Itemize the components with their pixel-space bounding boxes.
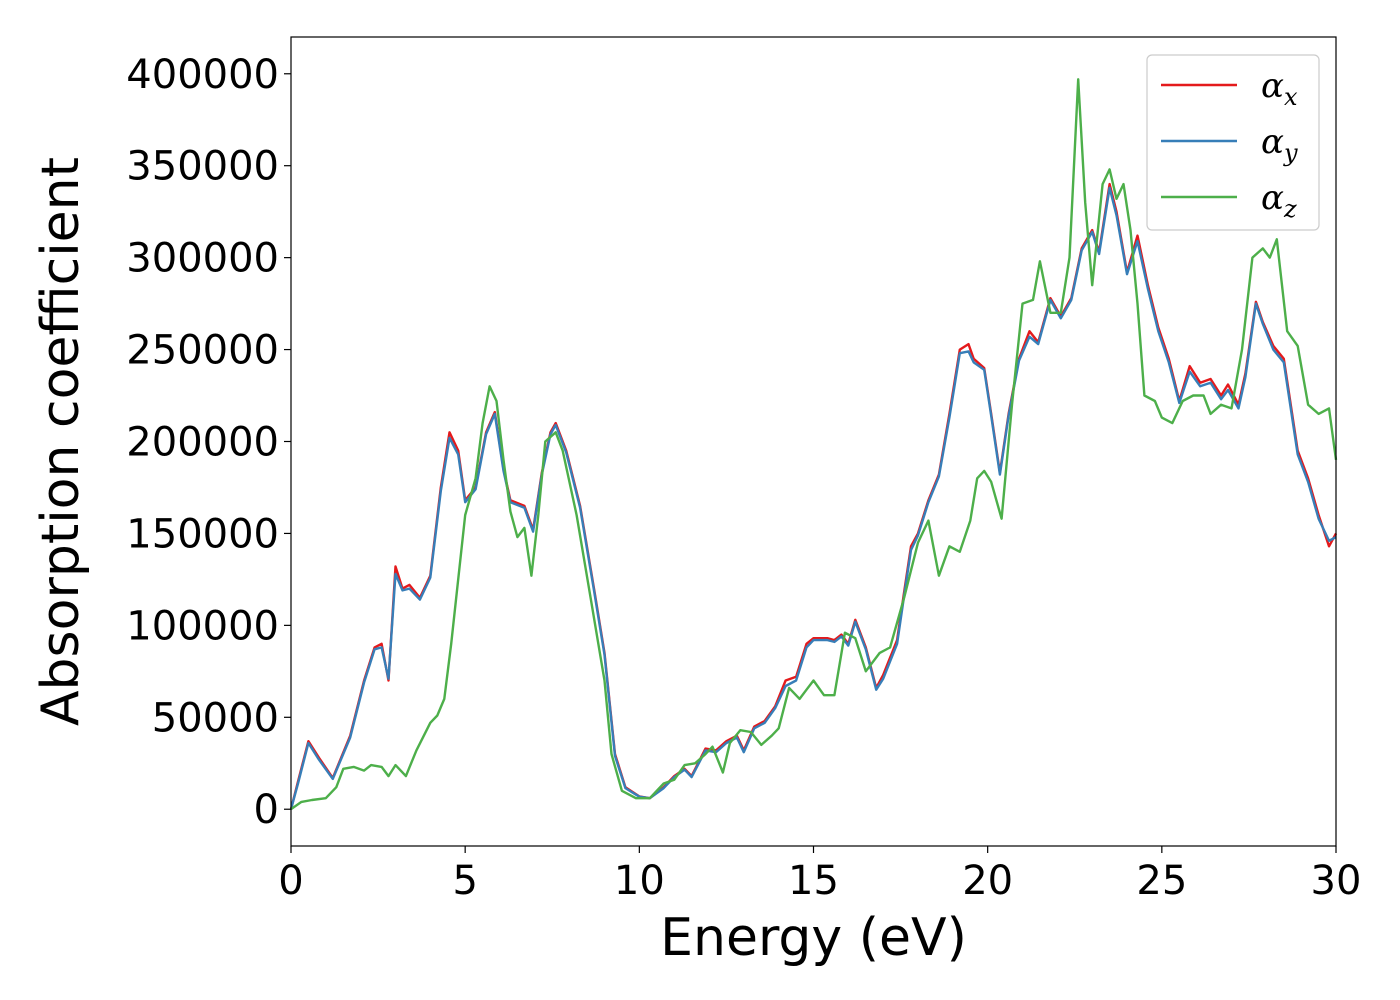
x-tick-label: 15 bbox=[788, 858, 839, 904]
x-axis: 0 5 10 15 20 25 30 bbox=[278, 846, 1361, 904]
y-axis: 0 50000 100000 150000 200000 250000 300000 3500… bbox=[126, 52, 291, 833]
y-tick-label: 100000 bbox=[126, 603, 279, 649]
x-tick-label: 10 bbox=[614, 858, 665, 904]
legend-entry-z: αz bbox=[1261, 178, 1297, 223]
x-tick-label: 5 bbox=[452, 858, 477, 904]
legend-entry-x: αx bbox=[1261, 66, 1298, 111]
y-tick-label: 200000 bbox=[126, 420, 279, 466]
series-layer bbox=[289, 78, 1338, 811]
y-tick-label: 50000 bbox=[152, 695, 279, 741]
y-tick-label: 150000 bbox=[126, 511, 279, 557]
y-tick-label: 300000 bbox=[126, 236, 279, 282]
x-axis-label: Energy (eV) bbox=[660, 908, 967, 968]
legend: αx αy αz bbox=[1146, 54, 1320, 231]
legend-entry-y: αy bbox=[1261, 122, 1298, 167]
x-tick-label: 0 bbox=[278, 858, 303, 904]
y-tick-label: 400000 bbox=[126, 52, 279, 98]
legend-box bbox=[1146, 54, 1320, 231]
series-line-y bbox=[289, 186, 1337, 810]
y-tick-label: 350000 bbox=[126, 144, 279, 190]
y-axis-label: Absorption coefficient bbox=[31, 157, 91, 726]
y-tick-label: 0 bbox=[254, 787, 279, 833]
series-line-z bbox=[290, 78, 1338, 811]
series-line-x bbox=[289, 182, 1338, 810]
x-tick-label: 25 bbox=[1136, 858, 1187, 904]
y-tick-label: 250000 bbox=[126, 328, 279, 374]
x-tick-label: 30 bbox=[1311, 858, 1362, 904]
x-tick-label: 20 bbox=[962, 858, 1013, 904]
